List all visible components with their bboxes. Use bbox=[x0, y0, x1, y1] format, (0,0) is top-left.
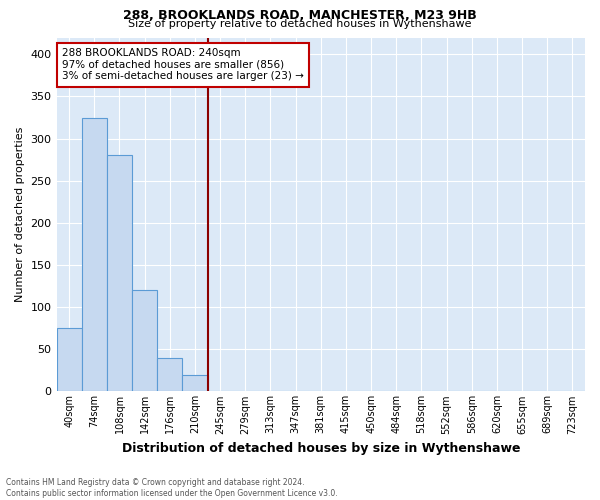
Bar bbox=[132, 290, 157, 392]
Text: Size of property relative to detached houses in Wythenshawe: Size of property relative to detached ho… bbox=[128, 19, 472, 29]
Text: Contains HM Land Registry data © Crown copyright and database right 2024.
Contai: Contains HM Land Registry data © Crown c… bbox=[6, 478, 338, 498]
Bar bbox=[182, 374, 208, 392]
Text: 288 BROOKLANDS ROAD: 240sqm
97% of detached houses are smaller (856)
3% of semi-: 288 BROOKLANDS ROAD: 240sqm 97% of detac… bbox=[62, 48, 304, 82]
Bar bbox=[107, 156, 132, 392]
Bar bbox=[82, 118, 107, 392]
Text: 288, BROOKLANDS ROAD, MANCHESTER, M23 9HB: 288, BROOKLANDS ROAD, MANCHESTER, M23 9H… bbox=[123, 9, 477, 22]
Bar bbox=[56, 328, 82, 392]
Y-axis label: Number of detached properties: Number of detached properties bbox=[15, 127, 25, 302]
X-axis label: Distribution of detached houses by size in Wythenshawe: Distribution of detached houses by size … bbox=[122, 442, 520, 455]
Bar bbox=[157, 358, 182, 392]
